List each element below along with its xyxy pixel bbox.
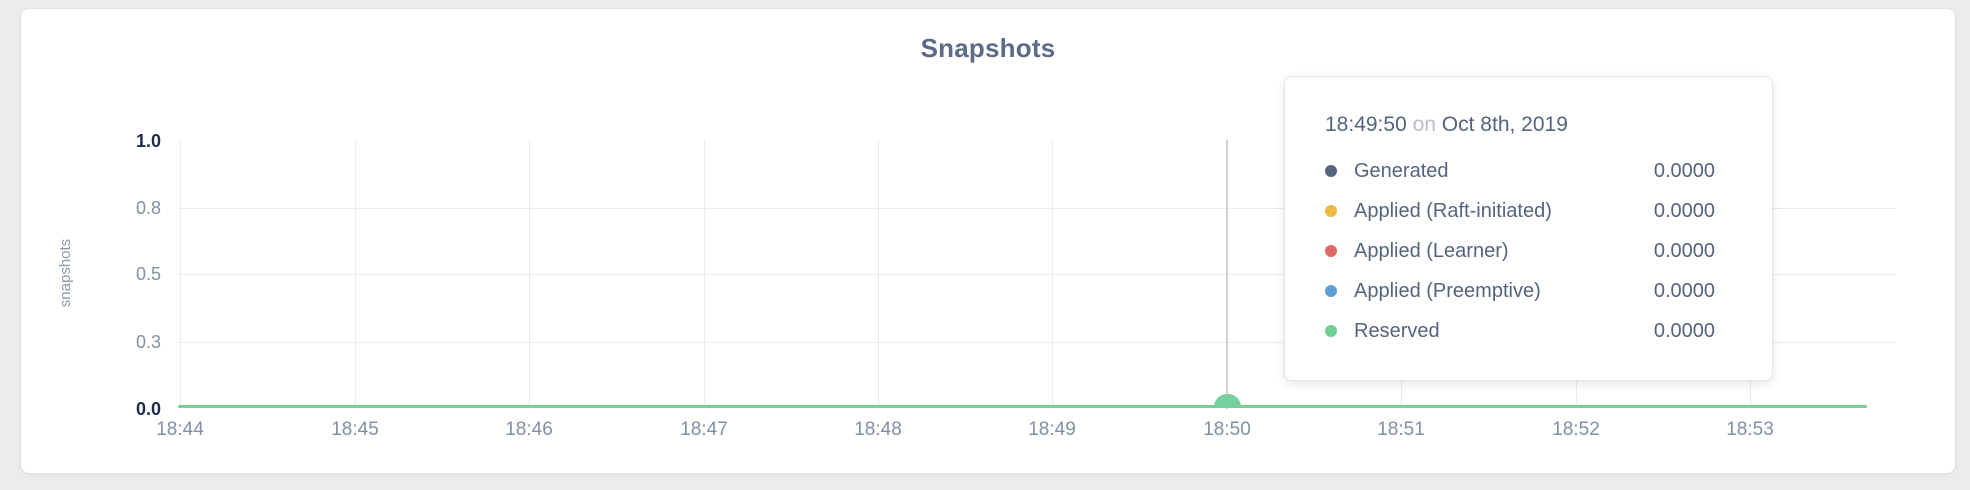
series-value: 0.0000 — [1653, 199, 1715, 222]
x-tick-label: 18:49 — [1028, 419, 1076, 440]
x-tick-label: 18:51 — [1377, 419, 1425, 440]
hover-crosshair-line — [1226, 140, 1228, 409]
tooltip-conjunction: on — [1412, 113, 1436, 136]
y-tick-label: 0.8 — [135, 198, 161, 218]
series-color-dot — [1325, 285, 1337, 297]
gridline-horizontal — [178, 208, 1896, 209]
x-tick-label: 18:52 — [1552, 419, 1600, 440]
series-color-dot — [1325, 325, 1337, 337]
series-color-dot — [1325, 245, 1337, 257]
series-value: 0.0000 — [1653, 159, 1715, 182]
x-tick-label: 18:44 — [156, 419, 204, 440]
x-tick-label: 18:53 — [1726, 419, 1774, 440]
tooltip-row-reserved: Reserved 0.0000 — [1325, 311, 1715, 351]
series-color-dot — [1325, 165, 1337, 177]
series-label: Reserved — [1354, 319, 1440, 342]
chart-card: Snapshots snapshots 1.0 0.8 0.5 0.3 0.0 — [20, 8, 1956, 474]
tooltip-time: 18:49:50 — [1325, 113, 1407, 136]
series-color-dot — [1325, 205, 1337, 217]
y-tick-label: 0.0 — [135, 399, 161, 419]
gridline-horizontal — [178, 342, 1896, 343]
x-tick-label: 18:47 — [680, 419, 728, 440]
series-label: Applied (Learner) — [1354, 239, 1509, 262]
y-tick-label: 0.3 — [135, 332, 161, 352]
chart-tooltip: 18:49:50 on Oct 8th, 2019 Generated 0.00… — [1284, 76, 1773, 381]
y-tick-label: 0.5 — [135, 264, 161, 284]
x-tick-label: 18:50 — [1203, 419, 1251, 440]
x-tick-label: 18:45 — [331, 419, 379, 440]
x-tick-label: 18:48 — [854, 419, 902, 440]
hovered-data-point — [1214, 394, 1241, 407]
series-line-reserved — [178, 405, 1867, 408]
tooltip-row-applied-raft: Applied (Raft-initiated) 0.0000 — [1325, 191, 1715, 231]
x-tick-label: 18:46 — [505, 419, 553, 440]
tooltip-row-applied-learner: Applied (Learner) 0.0000 — [1325, 231, 1715, 271]
tooltip-date: Oct 8th, 2019 — [1441, 113, 1568, 136]
series-value: 0.0000 — [1653, 239, 1715, 262]
tooltip-row-applied-preemptive: Applied (Preemptive) 0.0000 — [1325, 271, 1715, 311]
series-value: 0.0000 — [1653, 319, 1715, 342]
series-value: 0.0000 — [1653, 279, 1715, 302]
series-label: Applied (Raft-initiated) — [1354, 199, 1552, 222]
series-label: Applied (Preemptive) — [1354, 279, 1541, 302]
tooltip-row-generated: Generated 0.0000 — [1325, 151, 1715, 191]
y-tick-label: 1.0 — [135, 131, 161, 151]
tooltip-timestamp: 18:49:50 on Oct 8th, 2019 — [1325, 113, 1715, 137]
gridline-horizontal — [178, 274, 1896, 275]
y-axis-label: snapshots — [57, 238, 74, 308]
series-label: Generated — [1354, 159, 1449, 182]
chart-title: Snapshots — [920, 33, 1056, 63]
